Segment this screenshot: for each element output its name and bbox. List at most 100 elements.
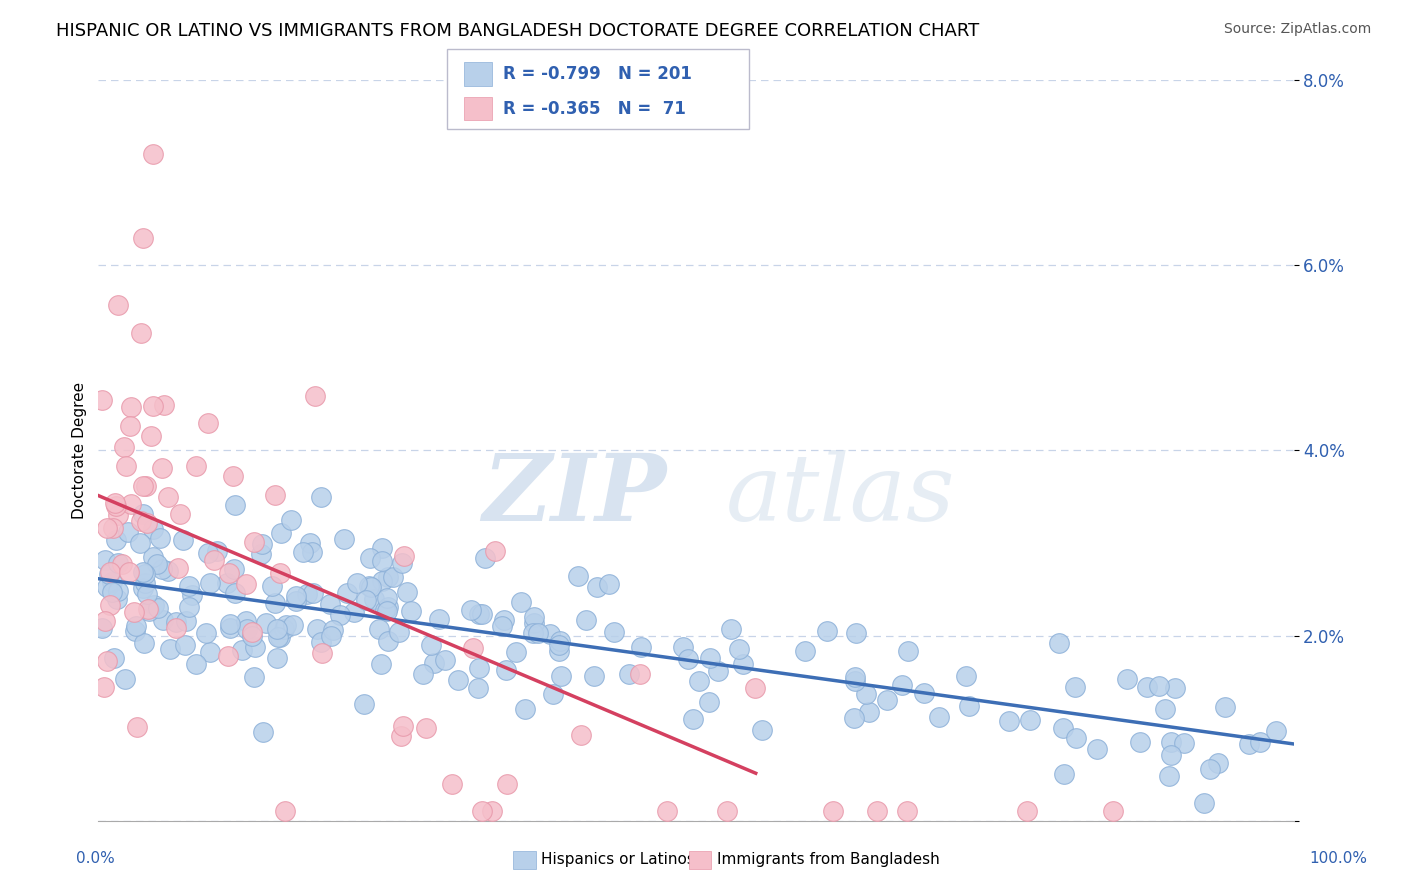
- Point: [523, 609, 546, 624]
- Point: [264, 488, 287, 502]
- Point: [427, 611, 450, 625]
- Point: [240, 625, 263, 640]
- Point: [231, 643, 253, 657]
- Point: [912, 686, 935, 700]
- Point: [495, 663, 517, 677]
- Point: [218, 566, 240, 580]
- Point: [224, 498, 246, 512]
- Point: [538, 627, 561, 641]
- Point: [156, 565, 179, 579]
- Point: [697, 695, 720, 709]
- Point: [242, 534, 264, 549]
- Point: [890, 677, 912, 691]
- Point: [101, 584, 124, 599]
- Point: [205, 544, 228, 558]
- Point: [105, 591, 128, 606]
- Point: [471, 805, 494, 819]
- Point: [235, 577, 257, 591]
- Point: [1053, 767, 1076, 781]
- Point: [1064, 731, 1087, 745]
- Point: [395, 585, 418, 599]
- Point: [104, 533, 127, 548]
- Point: [301, 545, 323, 559]
- Point: [467, 607, 489, 622]
- Point: [928, 710, 950, 724]
- Point: [1019, 713, 1042, 727]
- Point: [377, 599, 399, 614]
- Point: [134, 636, 156, 650]
- Point: [1159, 769, 1181, 783]
- Point: [1160, 734, 1182, 748]
- Point: [382, 570, 405, 584]
- Point: [731, 657, 754, 672]
- Text: Source: ZipAtlas.com: Source: ZipAtlas.com: [1223, 22, 1371, 37]
- Point: [124, 624, 146, 638]
- Point: [474, 550, 496, 565]
- Point: [172, 533, 194, 547]
- Point: [548, 634, 571, 648]
- Point: [104, 496, 127, 510]
- Point: [304, 389, 326, 403]
- Point: [336, 585, 359, 599]
- Point: [129, 326, 152, 340]
- Point: [319, 629, 342, 643]
- Point: [202, 553, 225, 567]
- Point: [1116, 672, 1139, 686]
- Point: [377, 570, 399, 584]
- Text: atlas: atlas: [725, 450, 955, 540]
- Point: [118, 566, 141, 580]
- Point: [134, 576, 156, 591]
- Point: [146, 600, 169, 615]
- Point: [198, 576, 221, 591]
- Point: [224, 586, 246, 600]
- Point: [1102, 805, 1125, 819]
- Point: [146, 557, 169, 571]
- Point: [93, 681, 115, 695]
- Point: [101, 574, 124, 589]
- Text: HISPANIC OR LATINO VS IMMIGRANTS FROM BANGLADESH DOCTORATE DEGREE CORRELATION CH: HISPANIC OR LATINO VS IMMIGRANTS FROM BA…: [56, 22, 980, 40]
- Point: [219, 617, 242, 632]
- Point: [617, 667, 640, 681]
- Point: [569, 728, 592, 742]
- Point: [114, 672, 136, 686]
- Point: [468, 661, 491, 675]
- Point: [129, 536, 152, 550]
- Point: [876, 693, 898, 707]
- Point: [1047, 636, 1070, 650]
- Point: [142, 549, 165, 564]
- Point: [844, 674, 866, 689]
- Point: [112, 441, 135, 455]
- Point: [274, 805, 297, 819]
- Point: [107, 508, 129, 523]
- Point: [120, 400, 142, 414]
- Text: 100.0%: 100.0%: [1309, 851, 1368, 865]
- Point: [821, 805, 844, 819]
- Point: [368, 622, 391, 636]
- Point: [295, 587, 318, 601]
- Point: [222, 562, 245, 576]
- Point: [134, 566, 156, 581]
- Point: [97, 566, 120, 581]
- Point: [1237, 737, 1260, 751]
- Point: [433, 653, 456, 667]
- Point: [957, 698, 980, 713]
- Point: [301, 586, 323, 600]
- Point: [311, 646, 333, 660]
- Point: [523, 616, 546, 631]
- Point: [131, 566, 153, 580]
- Point: [484, 544, 506, 558]
- Point: [447, 673, 470, 687]
- Point: [180, 588, 202, 602]
- Point: [716, 805, 738, 819]
- Point: [550, 669, 572, 683]
- Point: [353, 697, 375, 711]
- Point: [370, 657, 392, 672]
- Point: [280, 513, 302, 527]
- Point: [322, 623, 344, 637]
- Point: [120, 497, 142, 511]
- Point: [598, 577, 620, 591]
- Point: [273, 622, 295, 636]
- Point: [197, 416, 219, 430]
- Point: [412, 667, 434, 681]
- Point: [134, 479, 156, 493]
